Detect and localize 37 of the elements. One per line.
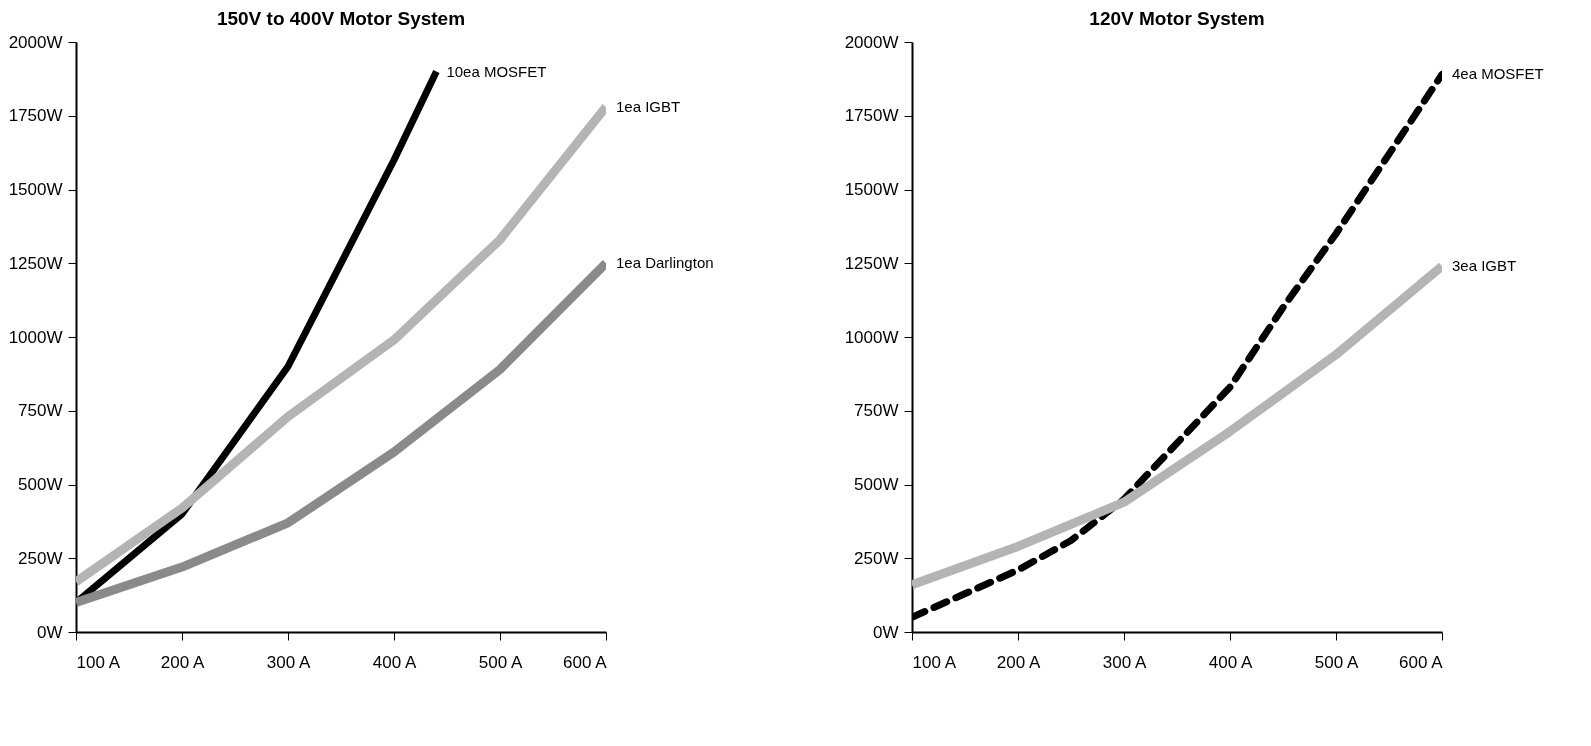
y-tick-label: 0W	[873, 622, 899, 642]
y-tick-label: 500W	[18, 475, 63, 494]
series-label: 10ea MOSFET	[446, 62, 547, 80]
y-tick-label: 250W	[854, 548, 899, 568]
x-tick-label: 300 A	[266, 652, 311, 672]
y-tick-label: 1250W	[844, 253, 899, 273]
y-tick-label: 0W	[37, 622, 63, 642]
y-tick-label: 500W	[854, 475, 899, 494]
x-tick-label: 400 A	[372, 652, 417, 672]
x-tick-label: 100 A	[912, 652, 957, 672]
y-tick-label: 750W	[18, 401, 63, 421]
x-tick-label: 500 A	[478, 652, 523, 672]
y-tick-label: 750W	[854, 401, 899, 421]
x-tick-label: 500 A	[1314, 652, 1359, 672]
x-tick-label: 300 A	[1102, 652, 1147, 672]
y-tick-label: 2000W	[844, 32, 899, 52]
x-tick-label: 100 A	[76, 652, 121, 672]
x-tick-label: 200 A	[996, 652, 1041, 672]
y-tick-label: 1250W	[8, 253, 63, 273]
y-tick-label: 250W	[18, 548, 63, 568]
series-label: 1ea IGBT	[616, 97, 681, 115]
series-label: 4ea MOSFET	[1452, 65, 1544, 83]
y-tick-label: 1000W	[844, 327, 899, 347]
x-tick-label: 600 A	[1399, 652, 1444, 672]
chart-title: 150V to 400V Motor System	[216, 8, 466, 29]
y-tick-label: 1500W	[844, 180, 899, 199]
x-tick-label: 400 A	[1208, 652, 1253, 672]
y-tick-label: 1750W	[8, 106, 63, 126]
x-tick-label: 600 A	[563, 652, 608, 672]
y-tick-label: 2000W	[8, 32, 63, 52]
y-tick-label: 1000W	[8, 327, 63, 347]
series-label: 1ea Darlington	[616, 254, 714, 272]
x-tick-label: 200 A	[160, 652, 205, 672]
series-label: 3ea IGBT	[1452, 257, 1517, 275]
chart-title: 120V Motor System	[1089, 8, 1265, 29]
y-tick-label: 1750W	[844, 106, 899, 126]
y-tick-label: 1500W	[8, 180, 63, 199]
